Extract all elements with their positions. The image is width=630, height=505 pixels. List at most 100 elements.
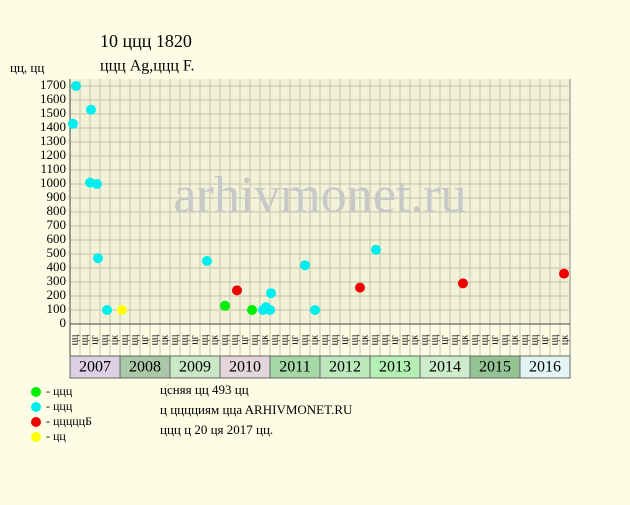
month-label: цц (519, 334, 530, 345)
month-label: цц (469, 334, 480, 345)
y-tick-label: 100 (47, 301, 67, 316)
y-tick-label: 600 (47, 231, 67, 246)
month-label: цц (369, 334, 380, 345)
legend-label: - цц (46, 429, 66, 443)
month-label: цц (349, 334, 360, 345)
month-label: цг (339, 335, 350, 344)
note: ццц ц 20 ця 2017 цц. (160, 422, 273, 437)
y-tick-label: 700 (47, 217, 67, 232)
month-label: цц (419, 334, 430, 345)
year-label: 2009 (179, 359, 211, 376)
month-label: цц (429, 334, 440, 345)
month-label: цг (239, 335, 250, 344)
month-label: цк (409, 335, 420, 345)
point (232, 285, 242, 296)
y-tick-label: 1100 (40, 161, 66, 176)
point (266, 288, 276, 299)
month-label: цг (89, 335, 100, 344)
month-label: цц (119, 334, 130, 345)
y-tick-label: 1700 (40, 77, 66, 92)
month-label: цц (79, 334, 90, 345)
month-label: цг (539, 335, 550, 344)
legend-marker (31, 432, 41, 442)
point (220, 300, 230, 311)
year-band (519, 355, 571, 379)
year-label: 2010 (229, 359, 261, 376)
month-label: цк (509, 335, 520, 345)
month-label: цц (219, 334, 230, 345)
y-tick-label: 1300 (40, 133, 66, 148)
year-label: 2014 (429, 359, 461, 376)
point (310, 305, 320, 315)
year-label: 2008 (129, 359, 161, 376)
point (202, 256, 212, 266)
note: цcняя цц 493 цц (160, 382, 249, 397)
point (458, 278, 468, 289)
y-tick-label: 900 (47, 189, 67, 204)
chart-title: 10 ццц 1820 (100, 31, 192, 51)
month-label: цг (489, 335, 500, 344)
month-label: цц (279, 334, 290, 345)
legend-marker (31, 417, 41, 427)
month-label: цк (159, 335, 170, 345)
y-tick-label: 1200 (40, 147, 66, 162)
point (93, 253, 103, 264)
point (71, 81, 81, 91)
month-label: цк (259, 335, 270, 345)
month-label: цг (139, 335, 150, 344)
month-label: цц (379, 334, 390, 345)
year-label: 2016 (529, 359, 561, 376)
legend-marker (31, 387, 41, 397)
month-label: цц (449, 334, 460, 345)
month-label: цк (309, 335, 320, 345)
month-label: цц (69, 334, 80, 345)
month-label: цц (149, 334, 160, 345)
note: ц цццциям ццa ARHIVMONET.RU (160, 402, 353, 417)
month-label: цк (109, 335, 120, 345)
point (117, 305, 127, 315)
month-label: цк (359, 335, 370, 345)
watermark: arhivmonet.ru (173, 167, 466, 224)
month-label: цц (319, 334, 330, 345)
month-label: цц (399, 334, 410, 345)
month-label: цк (209, 335, 220, 345)
year-label: 2012 (329, 359, 361, 376)
month-label: цц (549, 334, 560, 345)
year-label: 2007 (79, 359, 111, 376)
y-tick-label: 300 (47, 273, 67, 288)
legend-label: - цццццБ (46, 414, 92, 428)
y-tick-label: 500 (47, 245, 67, 260)
month-label: цц (99, 334, 110, 345)
month-label: цц (129, 334, 140, 345)
point (86, 104, 96, 115)
point (265, 305, 275, 315)
point (371, 244, 381, 255)
month-label: цк (559, 335, 570, 345)
month-label: цц (529, 334, 540, 345)
month-label: цк (459, 335, 470, 345)
legend-marker (31, 402, 41, 412)
legend-label: - ццц (46, 384, 73, 398)
month-label: цг (289, 335, 300, 344)
point (92, 179, 102, 189)
y-tick-label: 1000 (40, 175, 66, 190)
y-tick-label: 1600 (40, 91, 66, 106)
month-label: цц (329, 334, 340, 345)
point (559, 268, 569, 279)
y-tick-label: 0 (60, 315, 67, 330)
point (102, 305, 112, 315)
legend-label: - ццц (46, 399, 73, 413)
month-label: цц (229, 334, 240, 345)
y-tick-label: 1400 (40, 119, 66, 134)
month-label: цц (269, 334, 280, 345)
month-label: цц (179, 334, 190, 345)
point (300, 260, 310, 271)
month-label: цц (499, 334, 510, 345)
point (247, 305, 257, 315)
y-axis-label: цц, цц (10, 60, 44, 75)
month-label: цц (299, 334, 310, 345)
point (68, 118, 78, 129)
year-label: 2015 (479, 359, 511, 376)
